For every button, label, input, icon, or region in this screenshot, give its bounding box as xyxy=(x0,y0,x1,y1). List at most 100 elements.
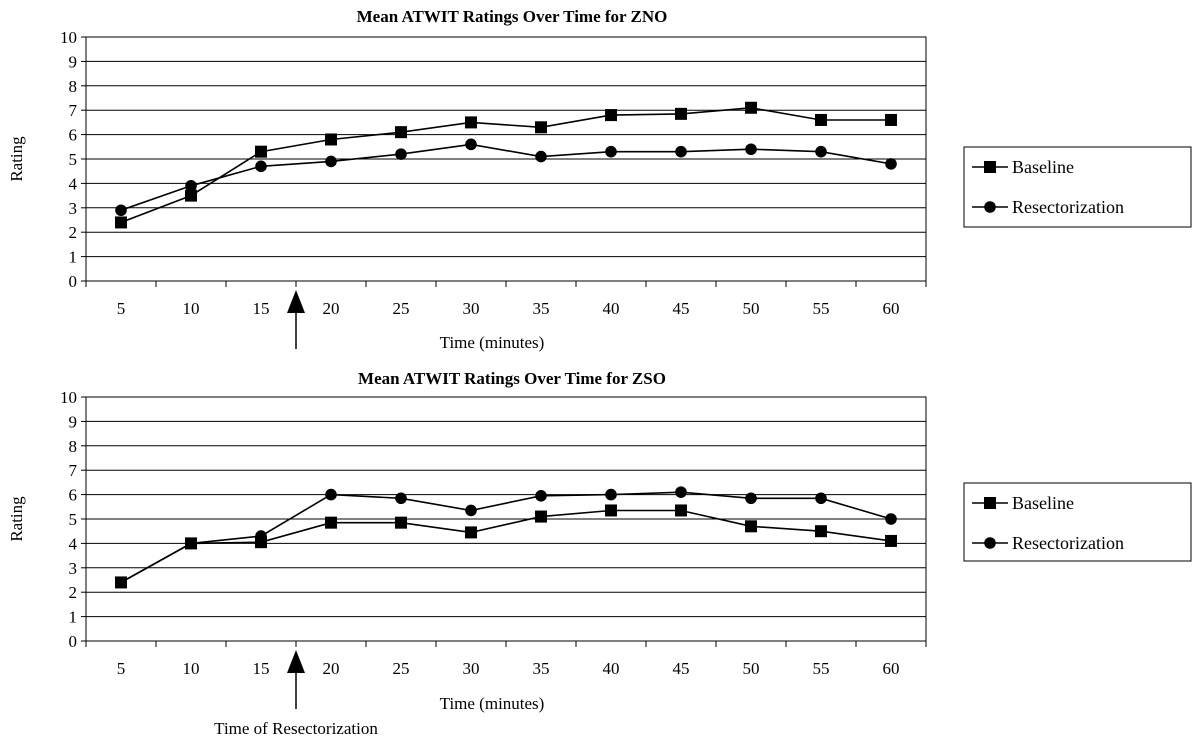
chart-2: Mean ATWIT Ratings Over Time for ZSO 0 1 2 3… xyxy=(7,369,1192,713)
data-point xyxy=(325,155,337,168)
x-tick-label: 40 xyxy=(603,299,620,318)
series-resectorization xyxy=(115,138,897,217)
data-point xyxy=(605,109,617,122)
data-point xyxy=(745,143,757,156)
resectorization-arrow xyxy=(287,290,305,349)
y-tick-label: 9 xyxy=(69,412,78,431)
data-point xyxy=(675,486,687,498)
chart-title: Mean ATWIT Ratings Over Time for ZNO xyxy=(357,7,668,26)
arrow-head xyxy=(287,650,305,673)
data-point xyxy=(535,121,547,134)
y-tick-label: 10 xyxy=(60,28,77,47)
x-tick-label: 20 xyxy=(323,659,340,678)
data-point xyxy=(325,516,337,529)
data-point xyxy=(815,145,827,158)
resectorization-arrow xyxy=(287,650,305,709)
legend: Baseline Resectorization xyxy=(963,146,1192,228)
data-point xyxy=(395,126,407,139)
data-point xyxy=(255,530,267,542)
data-point xyxy=(465,138,477,151)
series-line xyxy=(120,106,891,224)
chart-title: Mean ATWIT Ratings Over Time for ZSO xyxy=(358,369,666,388)
x-tick-label: 50 xyxy=(743,659,760,678)
y-tick-label: 2 xyxy=(69,223,78,242)
data-point xyxy=(815,525,827,538)
legend: Baseline Resectorization xyxy=(963,482,1192,562)
series-baseline xyxy=(115,101,897,229)
data-point xyxy=(675,107,687,120)
legend-marker xyxy=(984,201,996,213)
x-tick-label: 45 xyxy=(673,299,690,318)
y-axis-label: Rating xyxy=(7,136,26,182)
data-point xyxy=(325,488,337,501)
series-line xyxy=(120,509,892,584)
data-point xyxy=(885,113,897,126)
x-tick-label: 25 xyxy=(393,659,410,678)
x-tick-label: 10 xyxy=(183,659,200,678)
y-tick-label: 3 xyxy=(69,559,78,578)
x-tick-label: 20 xyxy=(323,299,340,318)
y-tick-label: 4 xyxy=(69,534,78,553)
x-axis-label: Time (minutes) xyxy=(440,694,545,713)
data-point xyxy=(815,113,827,126)
x-tick-label: 30 xyxy=(463,659,480,678)
x-tick-label: 55 xyxy=(813,659,830,678)
y-tick-label: 8 xyxy=(69,437,78,456)
data-point xyxy=(465,526,477,539)
y-tick-label: 0 xyxy=(69,632,78,651)
legend-marker xyxy=(984,537,996,549)
y-tick-label: 5 xyxy=(69,150,78,169)
y-tick-label: 6 xyxy=(69,486,78,505)
legend-label-baseline: Baseline xyxy=(1012,157,1074,177)
chart-1: Mean ATWIT Ratings Over Time for ZNO 0 1 2 3… xyxy=(7,7,1192,352)
legend-label-resectorization: Resectorization xyxy=(1012,533,1124,553)
y-axis-label: Rating xyxy=(7,496,26,542)
y-tick-label: 7 xyxy=(69,101,78,120)
x-tick-label: 50 xyxy=(743,299,760,318)
series-baseline xyxy=(115,504,897,589)
series-line xyxy=(120,491,892,584)
x-tick-label: 60 xyxy=(883,299,900,318)
data-point xyxy=(115,216,127,229)
y-tick-label: 6 xyxy=(69,126,78,145)
x-tick-label: 35 xyxy=(533,299,550,318)
data-point xyxy=(885,534,897,547)
x-tick-label: 5 xyxy=(117,299,126,318)
data-point xyxy=(745,101,757,114)
data-point xyxy=(465,504,477,517)
x-tick-label: 45 xyxy=(673,659,690,678)
series-resectorization xyxy=(115,486,897,589)
x-tick-label: 55 xyxy=(813,299,830,318)
data-point xyxy=(675,145,687,158)
y-tick-label: 2 xyxy=(69,583,78,602)
data-point xyxy=(535,150,547,163)
x-tick-label: 25 xyxy=(393,299,410,318)
data-point xyxy=(185,189,197,202)
y-tick-label: 1 xyxy=(69,248,78,267)
legend-marker xyxy=(984,161,996,173)
y-tick-label: 4 xyxy=(69,174,78,193)
x-tick-label: 60 xyxy=(883,659,900,678)
data-point xyxy=(395,516,407,529)
data-point xyxy=(605,145,617,158)
x-tick-label: 30 xyxy=(463,299,480,318)
data-point xyxy=(255,145,267,158)
y-tick-label: 10 xyxy=(60,388,77,407)
y-tick-label: 0 xyxy=(69,272,78,291)
annotation-label: Time of Resectorization xyxy=(214,719,378,738)
y-tick-label: 1 xyxy=(69,608,78,627)
legend-marker xyxy=(984,497,996,509)
data-point xyxy=(815,492,827,505)
y-tick-label: 8 xyxy=(69,77,78,96)
data-point xyxy=(535,490,547,502)
data-point xyxy=(465,116,477,129)
y-tick-label: 5 xyxy=(69,510,78,529)
series-line xyxy=(120,143,892,211)
legend-label-resectorization: Resectorization xyxy=(1012,197,1124,217)
x-tick-label: 15 xyxy=(253,659,270,678)
x-axis-label: Time (minutes) xyxy=(440,333,545,352)
data-point xyxy=(395,492,407,505)
data-point xyxy=(325,133,337,146)
data-point xyxy=(885,158,897,170)
